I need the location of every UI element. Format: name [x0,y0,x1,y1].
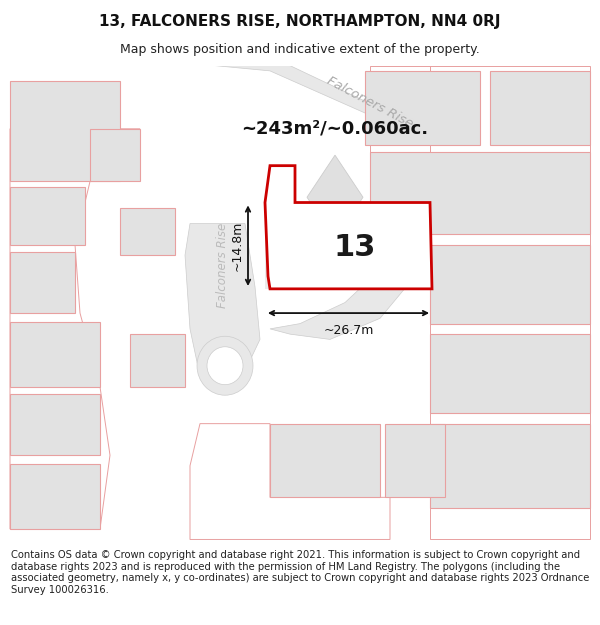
Polygon shape [10,129,140,529]
Bar [365,71,480,144]
Bar [10,321,100,387]
Bar [490,71,590,144]
Text: ~14.8m: ~14.8m [231,221,244,271]
Bar [10,187,85,244]
Text: ~243m²/~0.060ac.: ~243m²/~0.060ac. [241,120,428,138]
Text: Falconers Rise: Falconers Rise [325,74,415,131]
Bar [10,464,100,529]
Polygon shape [215,66,435,339]
Bar [10,252,75,313]
Bar [430,334,590,413]
Text: 13, FALCONERS RISE, NORTHAMPTON, NN4 0RJ: 13, FALCONERS RISE, NORTHAMPTON, NN4 0RJ [99,14,501,29]
Bar [120,208,175,255]
Bar [90,129,140,181]
Bar [265,202,395,289]
Polygon shape [307,155,363,239]
Bar [10,394,100,455]
Text: 13: 13 [334,233,376,262]
Bar [430,244,590,324]
Polygon shape [190,424,390,539]
Circle shape [197,336,253,395]
Text: ~26.7m: ~26.7m [323,324,374,337]
Polygon shape [265,166,432,289]
Bar [430,424,590,508]
Bar [385,424,445,498]
Text: Map shows position and indicative extent of the property.: Map shows position and indicative extent… [120,42,480,56]
Text: Contains OS data © Crown copyright and database right 2021. This information is : Contains OS data © Crown copyright and d… [11,550,589,595]
Bar [370,152,590,234]
Polygon shape [370,66,590,539]
Bar [10,81,120,181]
Polygon shape [185,224,260,387]
Text: Falconers Rise: Falconers Rise [215,223,229,308]
Circle shape [207,347,243,384]
Bar [130,334,185,387]
Bar [270,424,380,498]
